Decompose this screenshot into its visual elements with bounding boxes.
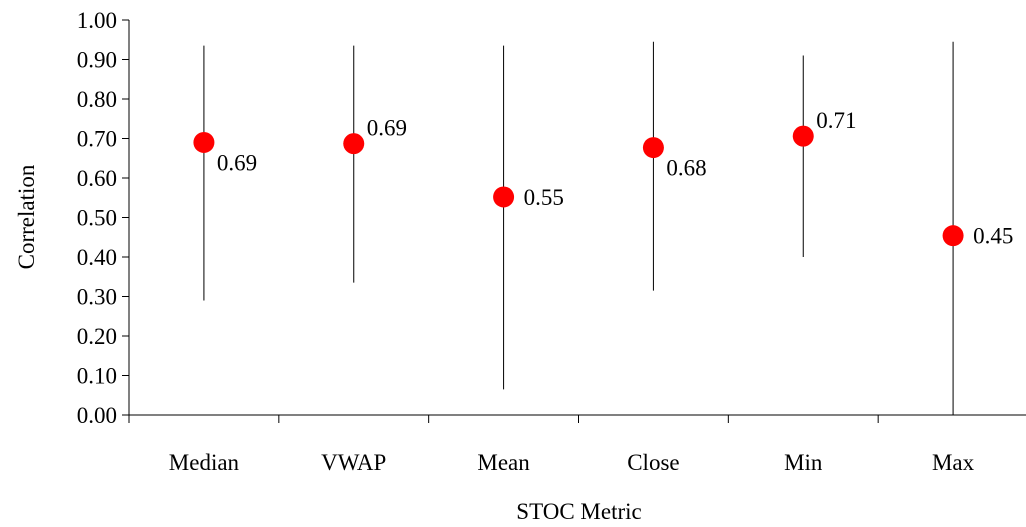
y-tick-label: 0.70 [77, 127, 117, 152]
axes: Median VWAP Mean Close Min Max [128, 20, 1026, 475]
y-axis-title: Correlation [14, 164, 39, 269]
data-point [642, 137, 664, 159]
data-points [193, 125, 964, 247]
data-point [942, 225, 964, 247]
y-tick-label: 0.60 [77, 166, 117, 191]
x-tick-label: Mean [477, 450, 530, 475]
data-label: 0.69 [217, 150, 257, 175]
y-tick-label: 0.20 [77, 324, 117, 349]
y-tick-label: 0.10 [77, 364, 117, 389]
data-labels: 0.69 0.69 0.55 0.68 0.71 0.45 [217, 108, 1013, 249]
data-label: 0.45 [973, 224, 1013, 249]
x-tick-label: Close [627, 450, 679, 475]
y-tick-label: 0.00 [77, 403, 117, 428]
y-tick-label: 0.50 [77, 206, 117, 231]
x-tick-label: Max [932, 450, 975, 475]
x-tick-label: VWAP [321, 450, 386, 475]
data-point [343, 133, 365, 155]
data-label: 0.68 [666, 156, 706, 181]
y-tick-label: 0.90 [77, 48, 117, 73]
data-label: 0.55 [524, 185, 564, 210]
y-ticks: 0.00 0.10 0.20 0.30 0.40 0.50 0.60 0.70 0.80 0.90… [77, 8, 129, 428]
range-lines [203, 41, 954, 415]
data-label: 0.71 [816, 108, 856, 133]
data-point [792, 125, 814, 147]
y-tick-label: 0.30 [77, 285, 117, 310]
y-tick-label: 0.80 [77, 87, 117, 112]
y-tick-label: 0.40 [77, 245, 117, 270]
data-point [193, 131, 215, 153]
data-label: 0.69 [367, 116, 407, 141]
y-tick-label: 1.00 [77, 8, 117, 33]
x-tick-label: Min [784, 450, 823, 475]
x-tick-label: Median [169, 450, 240, 475]
data-point [493, 186, 515, 208]
x-axis-title: STOC Metric [516, 499, 641, 524]
